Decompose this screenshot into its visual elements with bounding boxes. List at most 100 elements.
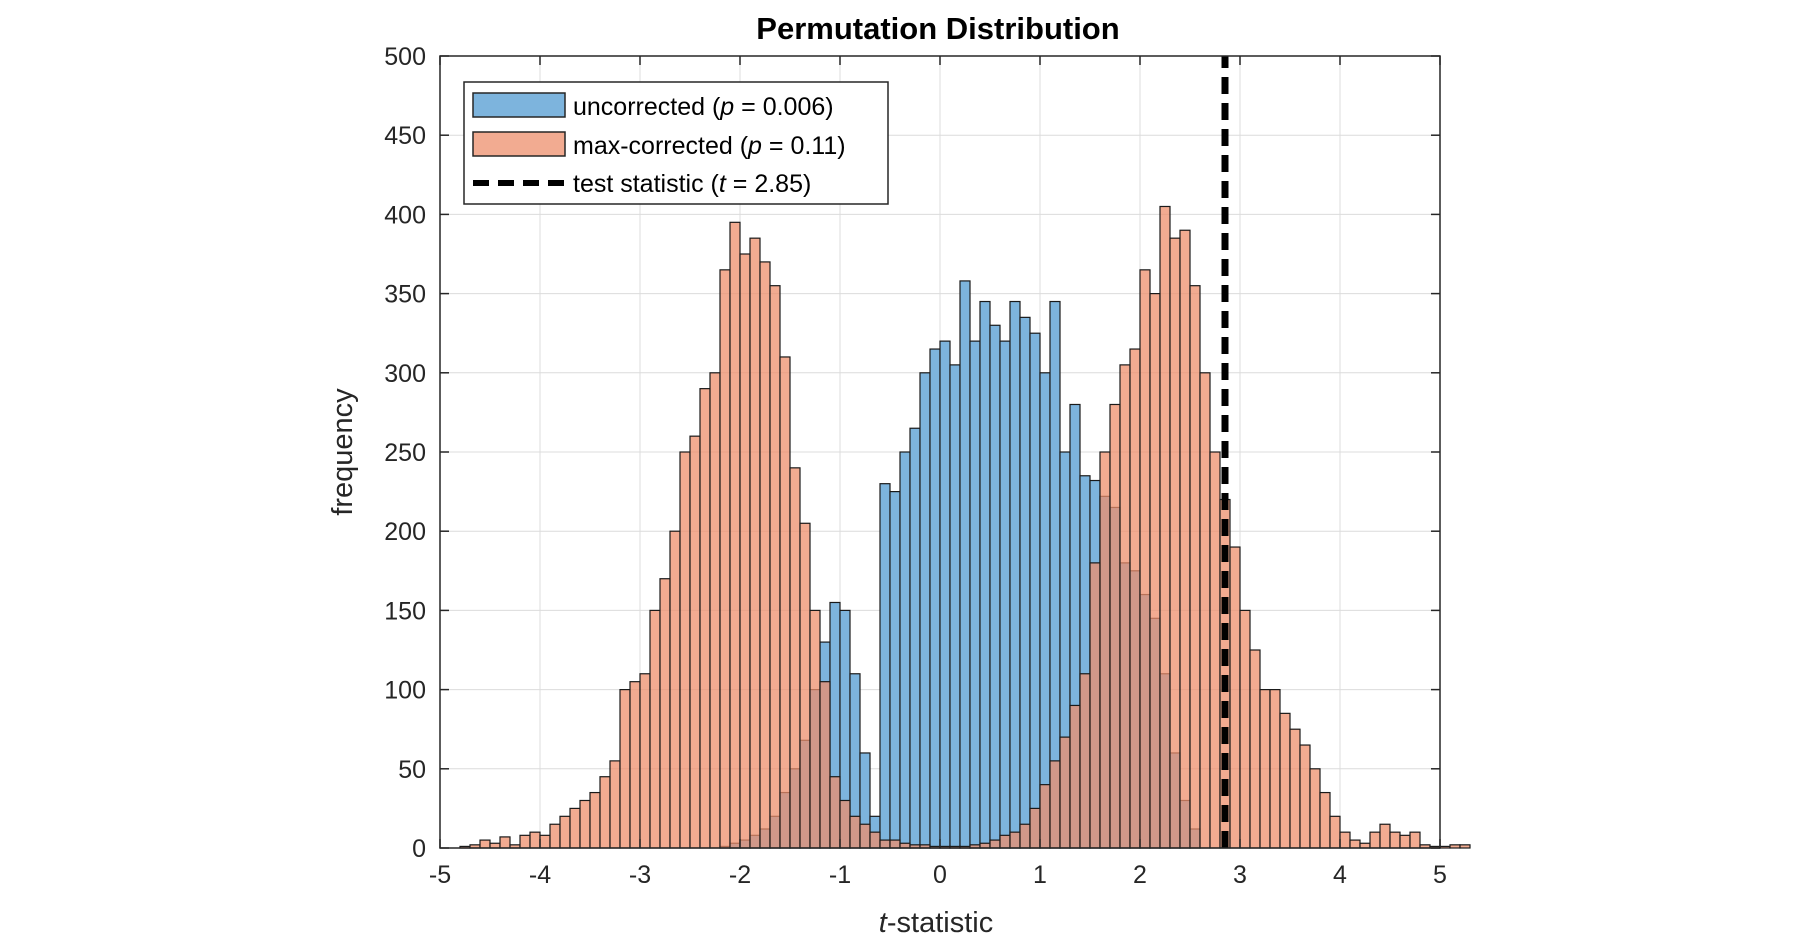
bar-max-corrected	[629, 681, 641, 849]
bar-uncorrected	[1029, 332, 1041, 849]
bar-uncorrected	[919, 372, 931, 849]
bar-max-corrected	[579, 799, 591, 849]
bar-max-corrected	[639, 673, 651, 849]
bar-uncorrected	[999, 340, 1011, 849]
bar-max-corrected	[1289, 728, 1301, 849]
y-tick-label: 450	[384, 122, 426, 150]
bar-max-corrected	[1379, 823, 1391, 849]
bar-max-corrected	[719, 269, 731, 849]
bar-max-corrected	[1089, 562, 1101, 849]
bar-max-corrected	[1149, 293, 1161, 849]
bar-uncorrected	[879, 483, 891, 849]
bar-max-corrected	[1229, 546, 1241, 849]
bar-max-corrected	[749, 237, 761, 849]
bar-max-corrected	[779, 356, 791, 849]
y-tick-label: 250	[384, 439, 426, 467]
bar-max-corrected	[1049, 760, 1061, 849]
bar-max-corrected	[1039, 784, 1051, 849]
x-tick-label: 0	[933, 861, 947, 889]
bar-uncorrected	[959, 280, 971, 849]
bar-max-corrected	[1209, 451, 1221, 849]
bar-max-corrected	[1069, 704, 1081, 849]
bar-max-corrected	[739, 253, 751, 849]
bar-max-corrected	[789, 467, 801, 849]
bar-max-corrected	[1339, 831, 1351, 849]
y-axis-label: frequency	[327, 388, 359, 516]
bar-max-corrected	[1399, 834, 1411, 849]
bar-max-corrected	[1169, 237, 1181, 849]
bar-max-corrected	[859, 823, 871, 849]
bar-max-corrected	[1319, 791, 1331, 849]
x-tick-label: 3	[1233, 861, 1247, 889]
bar-max-corrected	[879, 839, 891, 849]
bar-uncorrected	[989, 324, 1001, 849]
bar-max-corrected	[1129, 348, 1141, 849]
bar-max-corrected	[529, 831, 541, 849]
legend-label-uncorrected: uncorrected (p = 0.006)	[573, 93, 834, 121]
bar-max-corrected	[1019, 823, 1031, 849]
bar-max-corrected	[1459, 844, 1471, 849]
bar-max-corrected	[829, 776, 841, 849]
bar-uncorrected	[909, 427, 921, 849]
bar-max-corrected	[1099, 451, 1111, 849]
y-axis-ticks: 0 50 100 150 200 250 300 350 400 450 500	[384, 43, 1440, 863]
bar-max-corrected	[1349, 839, 1361, 849]
bar-uncorrected	[979, 300, 991, 849]
bar-max-corrected	[599, 776, 611, 849]
bar-uncorrected	[929, 348, 941, 849]
bar-max-corrected	[989, 839, 1001, 849]
bar-max-corrected	[849, 815, 861, 849]
y-tick-label: 0	[412, 835, 426, 863]
x-tick-label: -5	[429, 861, 451, 889]
legend-swatch-max-corrected	[472, 131, 566, 157]
x-axis-ticks: -5 -4 -3 -2 -1 0 1 2 3 4 5	[429, 56, 1447, 889]
bar-max-corrected	[889, 839, 901, 849]
bar-max-corrected	[759, 261, 771, 849]
bar-max-corrected	[869, 831, 881, 849]
bar-max-corrected	[1449, 844, 1461, 849]
bar-max-corrected	[1179, 229, 1191, 849]
bar-max-corrected	[679, 451, 691, 849]
bar-max-corrected	[1159, 205, 1171, 849]
bar-max-corrected	[669, 530, 681, 849]
bar-max-corrected	[609, 760, 621, 849]
bar-max-corrected	[559, 815, 571, 849]
bar-max-corrected	[649, 609, 661, 849]
x-tick-label: 1	[1033, 861, 1047, 889]
bar-max-corrected	[499, 836, 511, 849]
x-axis-label-italic: t	[879, 907, 889, 939]
x-tick-label: 4	[1333, 861, 1347, 889]
bar-uncorrected	[969, 340, 981, 849]
histogram-bars	[459, 205, 1471, 849]
x-tick-label: -3	[629, 861, 651, 889]
bar-max-corrected	[1269, 688, 1281, 849]
bar-uncorrected	[899, 451, 911, 849]
x-tick-label: 5	[1433, 861, 1447, 889]
y-tick-label: 150	[384, 597, 426, 625]
bar-max-corrected	[589, 791, 601, 849]
bar-uncorrected	[1039, 372, 1051, 849]
bar-max-corrected	[1279, 712, 1291, 849]
bar-uncorrected	[889, 491, 901, 849]
bar-max-corrected	[1439, 845, 1451, 849]
bar-max-corrected	[809, 609, 821, 849]
bar-uncorrected	[1019, 316, 1031, 849]
x-axis-label-rest: -statistic	[887, 907, 993, 939]
bar-max-corrected	[1189, 285, 1201, 849]
bar-max-corrected	[519, 834, 531, 849]
y-tick-label: 200	[384, 518, 426, 546]
bar-uncorrected	[939, 340, 951, 849]
bar-uncorrected	[1009, 300, 1021, 849]
bar-max-corrected	[1059, 736, 1071, 849]
bar-max-corrected	[799, 522, 811, 849]
bar-max-corrected	[729, 221, 741, 849]
y-tick-label: 100	[384, 677, 426, 705]
bar-max-corrected	[1329, 815, 1341, 849]
bar-max-corrected	[699, 388, 711, 849]
bar-uncorrected	[949, 364, 961, 849]
bar-max-corrected	[659, 578, 671, 849]
bar-max-corrected	[999, 834, 1011, 849]
bar-max-corrected	[569, 807, 581, 849]
x-tick-label: -4	[529, 861, 551, 889]
bar-max-corrected	[1259, 688, 1271, 849]
